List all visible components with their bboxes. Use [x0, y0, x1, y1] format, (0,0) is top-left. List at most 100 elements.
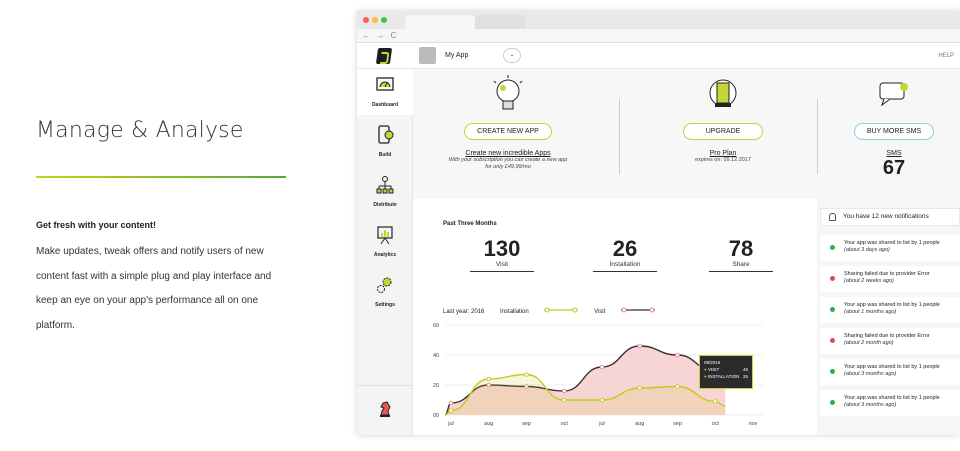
browser-tab-inactive[interactable] — [475, 15, 525, 29]
status-dot — [830, 307, 835, 312]
settings-icon — [377, 277, 392, 293]
stat-installation: 26 Installation — [593, 237, 657, 272]
app-name[interactable]: My App — [445, 52, 469, 59]
sidebar-item-dashboard[interactable]: Dashboard — [357, 69, 413, 115]
data-point — [675, 352, 680, 358]
notification-text: Your app was shared to list by 1 people — [844, 240, 940, 246]
legend-installation[interactable]: Installation — [500, 307, 579, 315]
pro-plan-link[interactable]: Pro Plan — [709, 150, 737, 157]
create-apps-link[interactable]: Create new incredible Apps — [465, 150, 551, 157]
browser-tab[interactable] — [405, 15, 475, 29]
legend-visit[interactable]: Visit — [594, 307, 655, 315]
browser-nav[interactable]: ← → C — [357, 29, 960, 43]
bell-icon — [829, 213, 836, 221]
create-note-line1: With your subscription you can create a … — [448, 157, 568, 163]
notification-text: Your app was shared to list by 1 people — [844, 302, 940, 308]
app-topbar: My App ⌄ HELP — [357, 43, 960, 69]
tooltip-installation-label: INSTALLATION — [707, 374, 740, 379]
data-point — [599, 364, 605, 370]
maximize-window-button[interactable] — [381, 17, 387, 23]
chart-legend: Last year: 2016 Installation Visit — [443, 307, 669, 315]
data-point — [486, 382, 491, 388]
stats-panel: Past Three Months 130 Visit 26 Installat… — [413, 199, 817, 435]
sidebar-item-build[interactable]: Build — [357, 119, 413, 165]
hero-divider — [817, 99, 818, 174]
help-link[interactable]: HELP — [938, 53, 954, 59]
close-window-button[interactable] — [363, 17, 369, 23]
lightbulb-icon — [493, 75, 523, 110]
sms-card: BUY MORE SMS SMS 67 — [839, 69, 949, 199]
marketing-heading: Manage & Analyse — [36, 118, 244, 143]
x-tick-label: aug — [635, 421, 644, 427]
status-dot — [830, 245, 835, 250]
notifications-title: You have 12 new notifications — [843, 213, 929, 220]
x-tick-label: oct — [712, 421, 720, 427]
stat-label: Installation — [593, 261, 657, 272]
data-point — [599, 397, 605, 403]
data-point — [448, 400, 454, 406]
upgrade-card: UPGRADE Pro Plan expires on: 09.12.2017 — [653, 69, 793, 199]
sidebar: Dashboard Build Distribute Analytics Set… — [357, 69, 413, 435]
series-area — [445, 374, 726, 415]
browser-window: ← → C My App ⌄ HELP Dashboard Build Dist… — [357, 11, 960, 435]
stat-value: 78 — [728, 236, 754, 261]
chat-bubble-icon — [879, 82, 908, 107]
app-logo[interactable] — [375, 48, 393, 64]
legend-installation-label: Installation — [500, 309, 529, 315]
notifications-panel: You have 12 new notifications Your app w… — [817, 199, 960, 435]
y-tick-label: 40 — [433, 353, 439, 359]
sidebar-item-label: Analytics — [373, 252, 397, 258]
series-line — [444, 373, 726, 416]
buy-more-sms-button[interactable]: BUY MORE SMS — [853, 123, 935, 140]
plan-expiry: expires on: 09.12.2017 — [695, 157, 751, 163]
marketing-subheading: Get fresh with your content! — [36, 220, 157, 230]
create-note-line2: for only £49,99/mo — [485, 164, 531, 170]
data-point — [637, 385, 642, 391]
series-area — [445, 346, 726, 415]
sidebar-item-analytics[interactable]: Analytics — [357, 219, 413, 265]
sidebar-item-distribute[interactable]: Distribute — [357, 169, 413, 215]
notification-time: (about 1 months ago) — [844, 308, 897, 315]
create-new-app-button[interactable]: CREATE NEW APP — [464, 123, 552, 140]
minimize-window-button[interactable] — [372, 17, 378, 23]
sms-link[interactable]: SMS — [886, 150, 902, 157]
app-avatar[interactable] — [419, 47, 436, 64]
notification-text: Sharing failed due to provider Error — [844, 271, 930, 277]
data-point — [524, 384, 529, 389]
tooltip-visit-value: 46 — [742, 367, 748, 372]
chess-knight-icon — [380, 401, 391, 417]
area-chart: 00 20 40 60 jul aug sep oct jul aug sep oct nov — [433, 323, 763, 427]
sidebar-bottom-logo[interactable] — [357, 385, 413, 431]
stat-label: Share — [709, 261, 773, 272]
data-point — [448, 408, 454, 413]
notification-item[interactable]: Sharing failed due to provider Error (abo… — [820, 266, 960, 292]
tooltip-date: 09/2016 — [704, 360, 721, 365]
sidebar-item-label: Settings — [375, 302, 395, 308]
notification-item[interactable]: Sharing failed due to provider Error (abo… — [820, 328, 960, 354]
tooltip-installation-value: 25 — [742, 374, 748, 379]
distribute-icon — [376, 176, 394, 194]
notification-item[interactable]: Your app was shared to list by 1 people(… — [820, 390, 960, 416]
chess-rook-icon — [709, 79, 737, 107]
analytics-icon — [377, 226, 393, 245]
sms-count: 67 — [882, 157, 906, 179]
notification-time: (about 3 days ago) — [844, 246, 890, 253]
upgrade-button[interactable]: UPGRADE — [682, 123, 764, 140]
notification-item[interactable]: Your app was shared to list by 1 people(… — [820, 359, 960, 385]
status-dot — [830, 276, 835, 281]
data-point — [675, 384, 680, 389]
sidebar-item-settings[interactable]: Settings — [357, 269, 413, 315]
x-tick-label: nov — [749, 421, 758, 427]
sidebar-item-label: Distribute — [373, 202, 397, 208]
hero-divider — [619, 99, 620, 174]
stat-label: Visit — [470, 261, 534, 272]
app-dropdown-button[interactable]: ⌄ — [503, 48, 521, 63]
marketing-panel: Manage & Analyse Get fresh with your con… — [0, 0, 330, 451]
notification-item[interactable]: Your app was shared to list by 1 people(… — [820, 297, 960, 323]
notification-time: (about 3 months ago) — [844, 370, 897, 377]
app-shell: My App ⌄ HELP Dashboard Build Distribute… — [357, 43, 960, 435]
notification-item[interactable]: Your app was shared to list by 1 people(… — [820, 235, 960, 261]
x-tick-label: jul — [447, 421, 454, 427]
data-point — [524, 372, 529, 377]
data-point — [486, 376, 491, 382]
